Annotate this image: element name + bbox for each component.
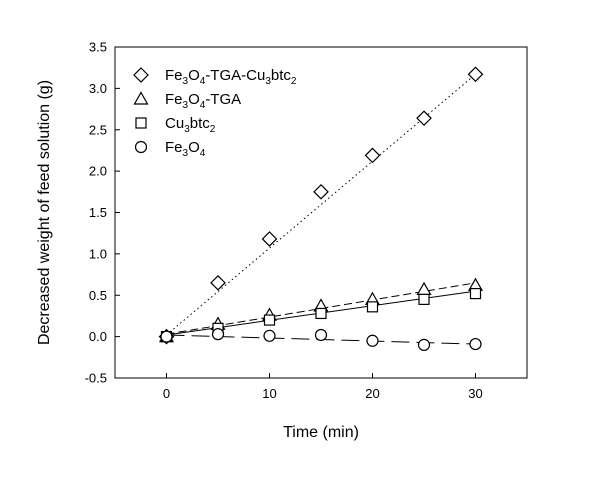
x-tick-label: 30	[468, 386, 482, 401]
y-axis-label: Decreased weight of feed solution (g)	[36, 80, 53, 345]
data-point-diamond	[313, 183, 329, 200]
data-point-diamond	[210, 274, 226, 291]
data-point-square	[366, 301, 379, 313]
legend-label: Cu3​btc2​	[165, 115, 216, 135]
data-point-diamond	[467, 66, 484, 83]
data-point-diamond	[261, 231, 278, 247]
y-axis-ticks: -0.5 0.0 0.5 1.0 1.5 2.0 2.5 3.0 3.5	[85, 40, 120, 386]
data-point-circle	[417, 338, 431, 351]
y-tick-label: 3.0	[89, 81, 107, 96]
legend-label: Fe3​O4​-TGA	[165, 91, 241, 111]
y-tick-label: -0.5	[85, 371, 107, 386]
y-tick-label: 0.5	[89, 288, 107, 303]
y-tick-label: 3.5	[89, 40, 107, 55]
y-tick-label: 1.0	[89, 246, 107, 261]
data-point-square	[469, 287, 482, 300]
data-point-circle	[366, 334, 379, 347]
legend: Fe3​O4​-TGA-Cu3​btc2​ Fe3​O4​-TGA Cu3​btc2…	[133, 67, 297, 159]
legend-label: Fe3​O4​	[165, 139, 206, 159]
data-point-square	[263, 314, 276, 326]
data-point-circle	[469, 337, 482, 351]
x-axis-ticks: 0 10 20 30	[163, 373, 483, 401]
x-axis-label: Time (min)	[283, 424, 359, 441]
x-tick-label: 10	[262, 386, 276, 401]
data-point-circle	[263, 329, 276, 342]
data-point-circle	[211, 328, 225, 341]
legend-symbol-circle	[134, 140, 148, 154]
legend-label: Fe3​O4​-TGA-Cu3​btc2​	[165, 67, 297, 87]
y-tick-label: 2.0	[89, 164, 107, 179]
data-point-triangle	[416, 281, 432, 296]
x-tick-label: 0	[163, 386, 170, 401]
y-tick-label: 0.0	[89, 329, 107, 344]
x-tick-label: 20	[365, 386, 379, 401]
y-tick-label: 1.5	[89, 205, 107, 220]
data-point-diamond	[416, 110, 432, 127]
y-tick-label: 2.5	[89, 122, 107, 137]
legend-symbol-diamond	[133, 67, 149, 83]
data-point-circle	[160, 330, 173, 343]
data-markers	[158, 66, 484, 351]
data-point-square	[418, 293, 430, 305]
legend-symbol-triangle	[133, 91, 149, 105]
legend-symbol-square	[135, 117, 147, 129]
data-point-circle	[314, 328, 328, 342]
data-point-square	[315, 307, 327, 320]
data-point-diamond	[364, 147, 381, 164]
